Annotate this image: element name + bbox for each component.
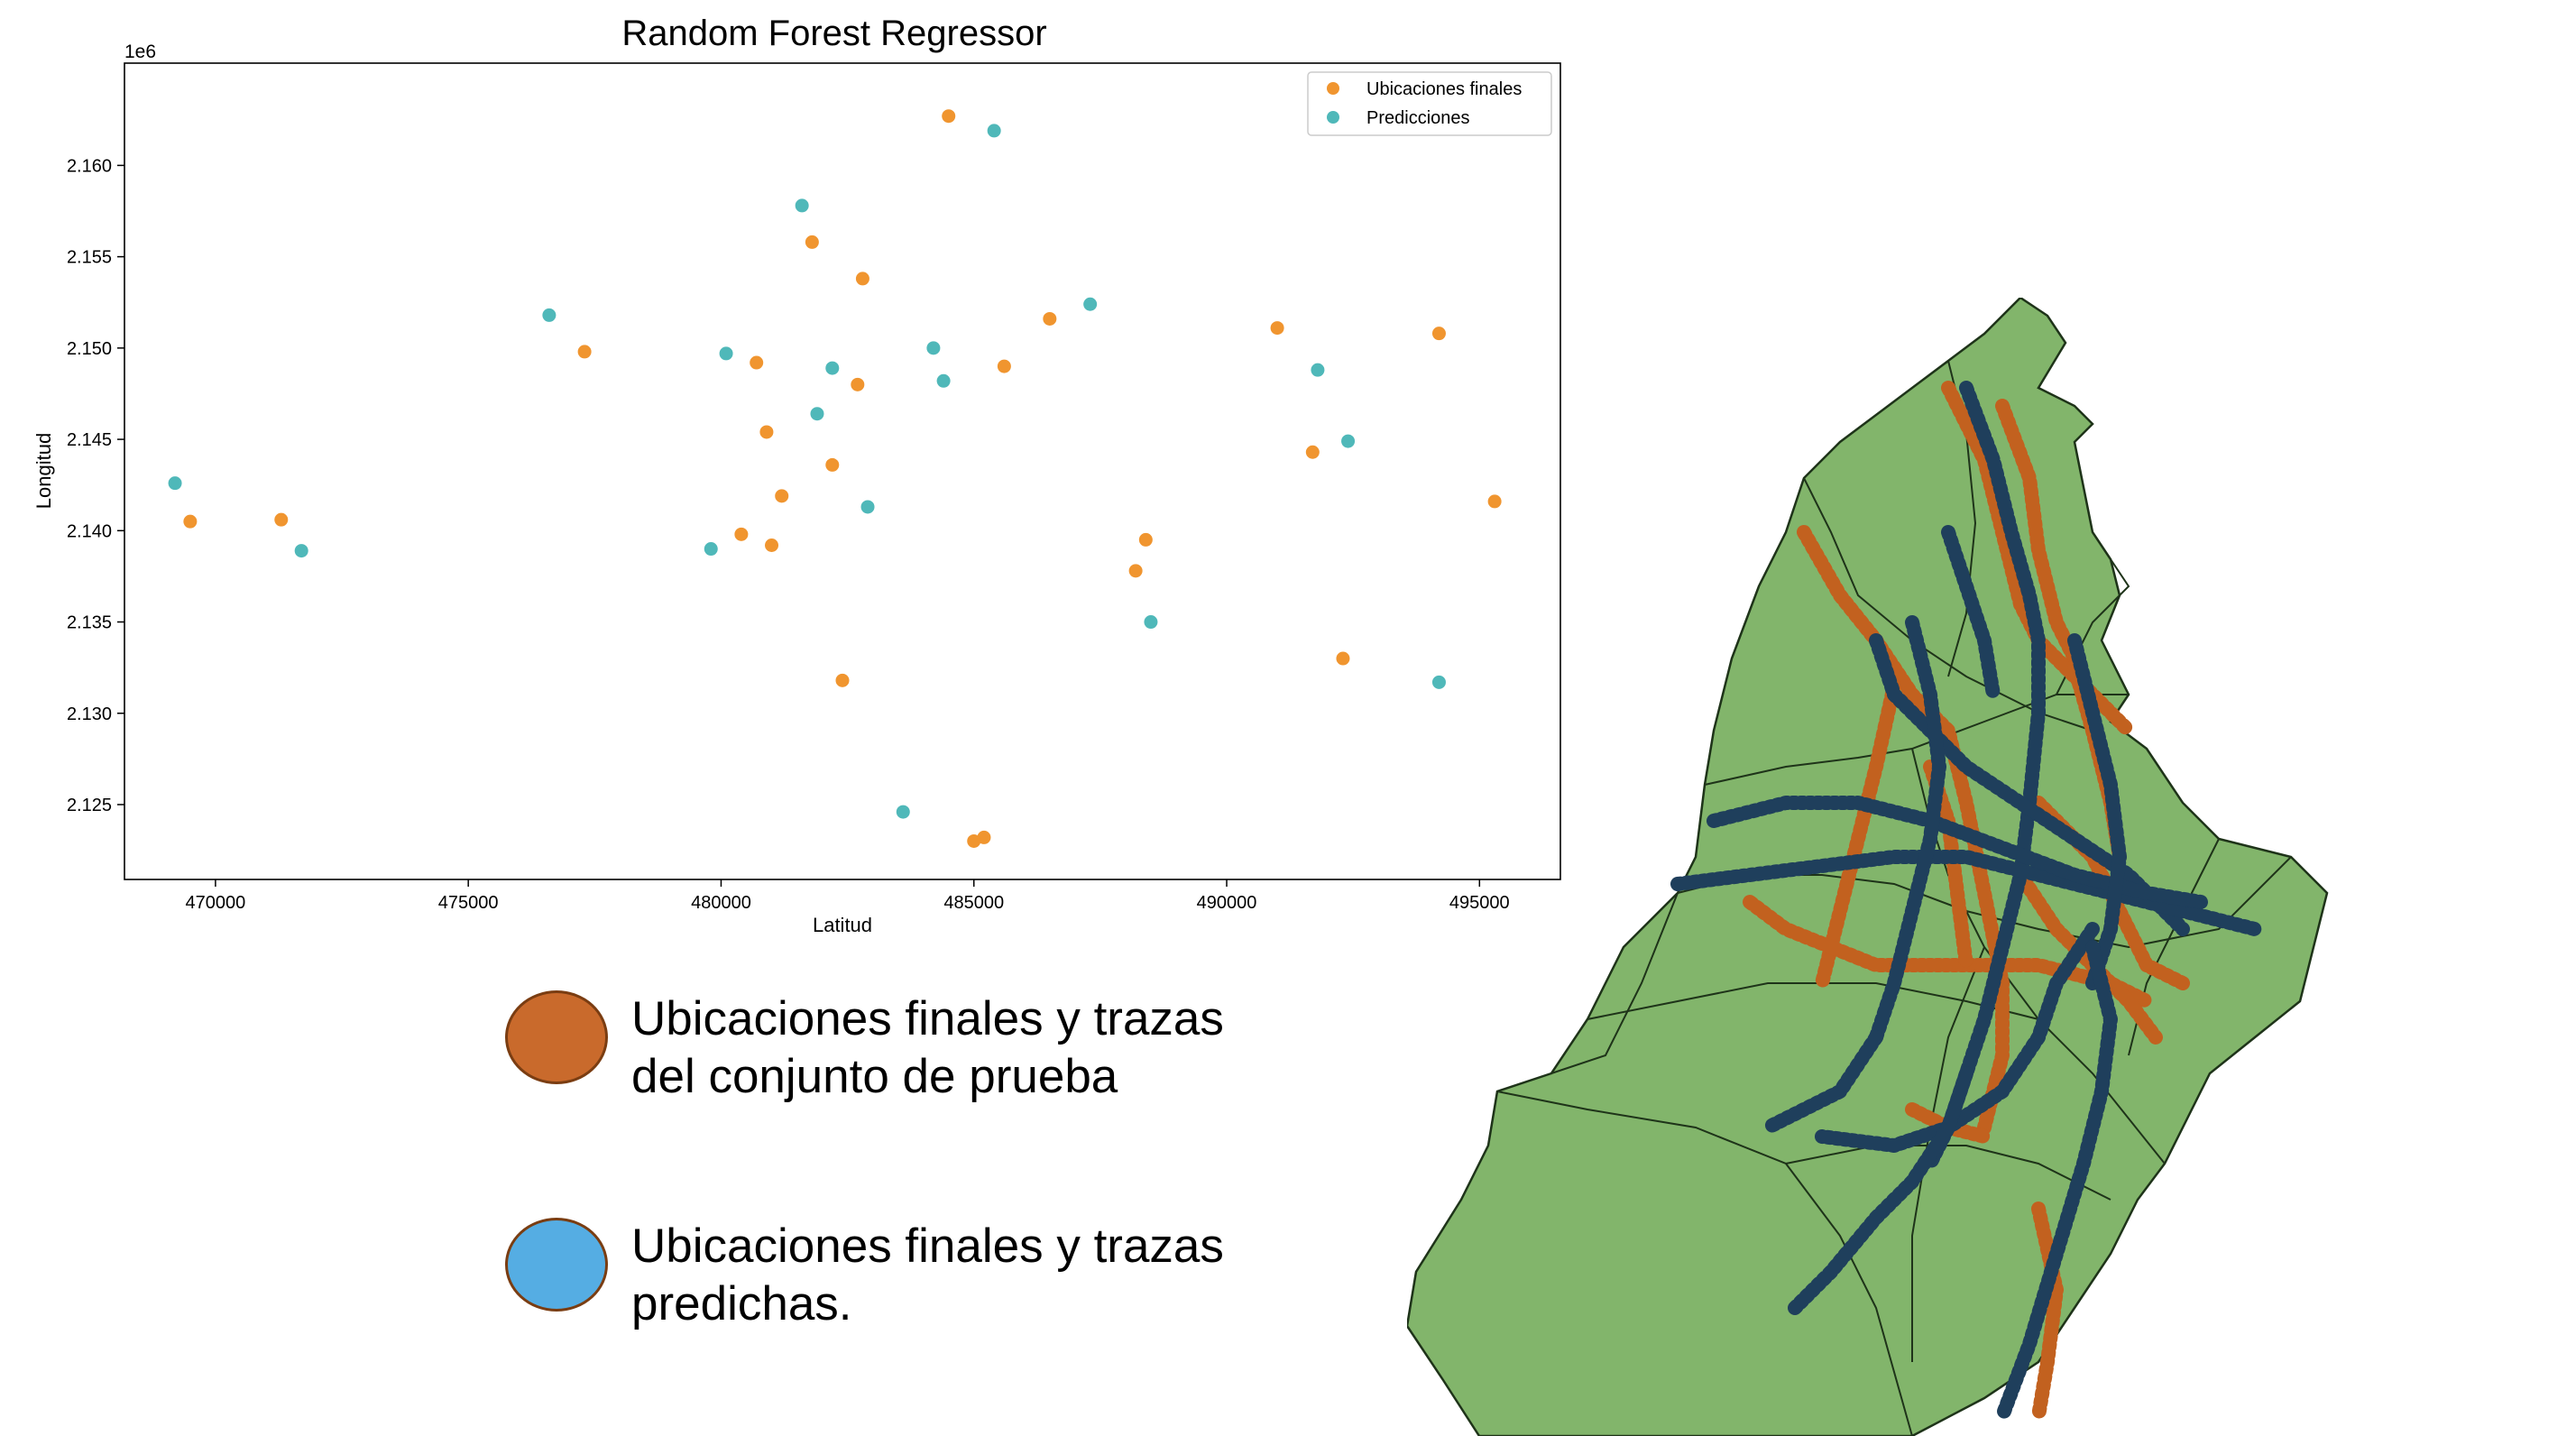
x-tick-label: 490000 [1197, 893, 1257, 913]
point-predicciones [795, 198, 809, 213]
point-ubicaciones-finales [1431, 327, 1446, 341]
point-predicciones [860, 500, 875, 514]
y-tick-label: 2.140 [67, 521, 112, 541]
point-predicciones [1083, 297, 1098, 311]
point-predicciones [704, 542, 718, 557]
y-tick-label: 2.145 [67, 430, 112, 450]
x-tick-label: 480000 [691, 893, 751, 913]
point-ubicaciones-finales [855, 272, 869, 286]
legend-label-predicciones: Predicciones [1366, 108, 1470, 128]
chart-legend-frame [1307, 71, 1552, 136]
point-predicciones [294, 544, 308, 558]
legend-marker-ubicaciones [1327, 82, 1339, 95]
plot-frame [124, 62, 1561, 880]
point-ubicaciones-finales [1487, 494, 1502, 509]
chart-title: Random Forest Regressor [621, 14, 1046, 53]
legend-label-ubicaciones: Ubicaciones finales [1366, 79, 1522, 99]
point-ubicaciones-finales [1305, 445, 1320, 459]
orange-ellipse-swatch [505, 990, 608, 1084]
point-ubicaciones-finales [750, 355, 764, 370]
point-ubicaciones-finales [1138, 532, 1153, 547]
blue-ellipse-swatch [505, 1218, 608, 1312]
x-tick-label: 495000 [1449, 893, 1510, 913]
point-predicciones [896, 805, 910, 819]
point-predicciones [542, 308, 557, 322]
point-ubicaciones-finales [1336, 651, 1350, 666]
point-predicciones [1431, 675, 1446, 689]
point-ubicaciones-finales [942, 109, 956, 124]
x-tick-label: 475000 [438, 893, 499, 913]
y-tick-label: 2.125 [67, 796, 112, 815]
point-ubicaciones-finales [851, 377, 865, 391]
point-ubicaciones-finales [734, 527, 749, 541]
point-ubicaciones-finales [1270, 321, 1284, 336]
scatter-chart: Random Forest Regressor 1e6 470000 475000… [32, 14, 1561, 936]
x-tick-label: 485000 [943, 893, 1004, 913]
legend-card-predicted-text: Ubicaciones finales y trazas predichas. [631, 1220, 1224, 1330]
legend-card-test-text: Ubicaciones finales y trazas del conjunt… [631, 992, 1224, 1103]
point-predicciones [987, 124, 1001, 138]
point-ubicaciones-finales [1043, 311, 1057, 326]
legend-marker-predicciones [1327, 111, 1339, 124]
point-ubicaciones-finales [825, 457, 840, 472]
y-axis-label: Longitud [32, 433, 55, 509]
point-ubicaciones-finales [274, 512, 289, 527]
point-predicciones [1311, 363, 1325, 377]
point-predicciones [936, 373, 951, 388]
point-ubicaciones-finales [1128, 564, 1143, 578]
point-ubicaciones-finales [967, 833, 981, 848]
point-ubicaciones-finales [835, 673, 850, 687]
y-tick-label: 2.155 [67, 248, 112, 268]
x-tick-label: 470000 [186, 893, 246, 913]
point-ubicaciones-finales [577, 345, 592, 359]
y-tick-label: 2.135 [67, 613, 112, 633]
y-offset-label: 1e6 [124, 41, 156, 62]
chart-legend: Ubicaciones finales Predicciones [1307, 71, 1552, 136]
axis-ticks: 470000 475000 480000 485000 490000 495000 2.12… [67, 156, 1510, 913]
y-tick-label: 2.130 [67, 704, 112, 724]
point-predicciones [825, 361, 840, 375]
point-predicciones [719, 346, 733, 361]
point-ubicaciones-finales [775, 489, 789, 503]
point-predicciones [168, 476, 182, 491]
point-ubicaciones-finales [997, 359, 1011, 373]
x-axis-label: Latitud [813, 914, 872, 936]
point-ubicaciones-finales [765, 538, 779, 552]
point-ubicaciones-finales [805, 235, 819, 249]
predicted-traces [1670, 381, 2262, 1423]
point-ubicaciones-finales [183, 514, 198, 529]
data-points [168, 109, 1502, 848]
point-predicciones [1144, 615, 1158, 630]
point-ubicaciones-finales [759, 425, 774, 439]
point-predicciones [1341, 434, 1356, 448]
y-tick-label: 2.160 [67, 156, 112, 176]
point-predicciones [810, 407, 824, 421]
city-map [1407, 298, 2329, 1436]
point-predicciones [926, 341, 941, 355]
y-tick-label: 2.150 [67, 339, 112, 359]
